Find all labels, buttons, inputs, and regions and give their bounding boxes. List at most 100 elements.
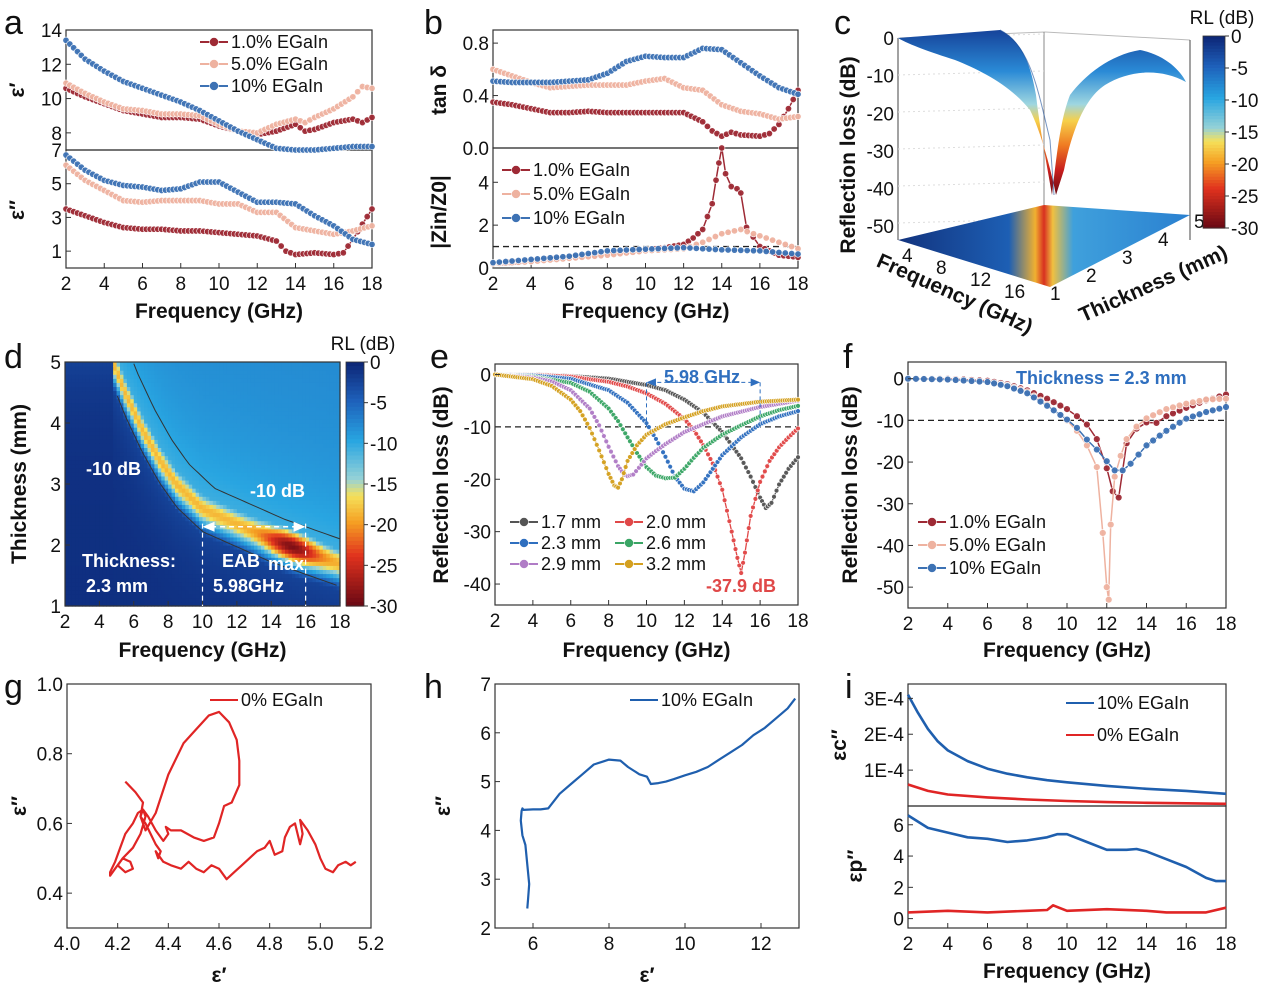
heatmap-cell xyxy=(68,431,73,436)
heatmap-cell xyxy=(181,459,186,465)
heatmap-cell xyxy=(99,520,104,526)
heatmap-cell xyxy=(75,475,80,481)
heatmap-cell xyxy=(175,597,180,603)
heatmap-cell xyxy=(106,418,111,424)
heatmap-cell xyxy=(78,386,83,392)
heatmap-cell xyxy=(216,508,221,514)
data-point xyxy=(775,248,783,256)
heatmap-cell xyxy=(150,475,155,481)
heatmap-cell xyxy=(82,496,87,501)
heatmap-cell xyxy=(78,479,83,485)
heatmap-cell xyxy=(243,398,248,404)
heatmap-cell xyxy=(226,532,231,538)
heatmap-cell xyxy=(243,467,248,473)
heatmap-cell xyxy=(195,431,200,436)
heatmap-cell xyxy=(144,545,149,550)
heatmap-cell xyxy=(247,471,252,477)
heatmap-cell xyxy=(178,366,183,371)
data-point xyxy=(781,249,789,257)
heatmap-cell xyxy=(85,532,90,538)
heatmap-cell xyxy=(260,471,265,477)
heatmap-cell xyxy=(219,504,224,509)
heatmap-cell xyxy=(202,585,207,591)
heatmap-cell xyxy=(209,516,214,522)
heatmap-cell xyxy=(195,423,200,428)
heatmap-cell xyxy=(75,581,80,587)
heatmap-cell xyxy=(109,508,114,514)
heatmap-cell xyxy=(209,447,214,453)
heatmap-cell xyxy=(168,585,173,591)
data-point xyxy=(363,213,371,221)
heatmap-cell xyxy=(243,374,248,379)
data-point xyxy=(724,228,732,236)
heatmap-cell xyxy=(71,479,76,485)
heatmap-cell xyxy=(78,378,83,383)
heatmap-cell xyxy=(65,362,70,367)
heatmap-cell xyxy=(161,508,166,514)
heatmap-cell xyxy=(92,378,97,383)
legend-marker xyxy=(511,165,521,175)
heatmap-cell xyxy=(240,439,245,444)
heatmap-cell xyxy=(285,585,290,591)
heatmap-cell xyxy=(274,410,279,416)
heatmap-cell xyxy=(154,467,159,473)
heatmap-cell xyxy=(185,484,190,489)
heatmap-cell xyxy=(254,386,259,392)
heatmap-cell xyxy=(102,374,107,379)
heatmap-cell xyxy=(78,398,83,404)
heatmap-cell xyxy=(226,443,231,448)
heatmap-cell xyxy=(178,402,183,408)
heatmap-cell xyxy=(95,524,100,530)
heatmap-cell xyxy=(226,488,231,493)
heatmap-cell xyxy=(271,362,276,367)
heatmap-cell xyxy=(137,536,142,542)
heatmap-cell xyxy=(99,370,104,375)
heatmap-cell xyxy=(102,418,107,424)
heatmap-cell xyxy=(216,463,221,469)
heatmap-cell xyxy=(78,443,83,448)
heatmap-cell xyxy=(147,410,152,416)
heatmap-cell xyxy=(150,443,155,448)
heatmap-cell xyxy=(202,557,207,562)
heatmap-cell xyxy=(257,374,262,379)
heatmap-cell xyxy=(209,443,214,448)
heatmap-cell xyxy=(271,447,276,453)
heatmap-cell xyxy=(68,504,73,509)
heatmap-cell xyxy=(78,463,83,469)
heatmap-cell xyxy=(254,516,259,522)
heatmap-cell xyxy=(181,402,186,408)
heatmap-cell xyxy=(281,528,286,534)
heatmap-cell xyxy=(223,443,228,448)
heatmap-cell xyxy=(175,496,180,501)
heatmap-cell xyxy=(260,553,265,558)
heatmap-cell xyxy=(137,508,142,514)
heatmap-cell xyxy=(102,443,107,448)
heatmap-cell xyxy=(109,406,114,412)
heatmap-cell xyxy=(109,496,114,501)
heatmap-cell xyxy=(161,475,166,481)
heatmap-cell xyxy=(171,585,176,591)
heatmap-cell xyxy=(78,406,83,412)
heatmap-cell xyxy=(89,398,94,404)
heatmap-cell xyxy=(209,398,214,404)
heatmap-cell xyxy=(209,512,214,518)
heatmap-cell xyxy=(144,528,149,534)
heatmap-cell xyxy=(205,414,210,420)
heatmap-cell xyxy=(205,410,210,416)
heatmap-cell xyxy=(281,447,286,453)
heatmap-cell xyxy=(278,532,283,538)
heatmap-cell xyxy=(147,418,152,424)
heatmap-cell xyxy=(144,370,149,375)
heatmap-cell xyxy=(281,597,286,603)
heatmap-cell xyxy=(154,459,159,465)
heatmap-cell xyxy=(71,410,76,416)
heatmap-cell xyxy=(188,581,193,587)
heatmap-cell xyxy=(274,366,279,371)
heatmap-cell xyxy=(68,561,73,566)
heatmap-cell xyxy=(85,418,90,424)
heatmap-cell xyxy=(99,382,104,387)
heatmap-cell xyxy=(82,427,87,432)
heatmap-cell xyxy=(85,516,90,522)
heatmap-cell xyxy=(71,573,76,579)
heatmap-cell xyxy=(278,597,283,603)
